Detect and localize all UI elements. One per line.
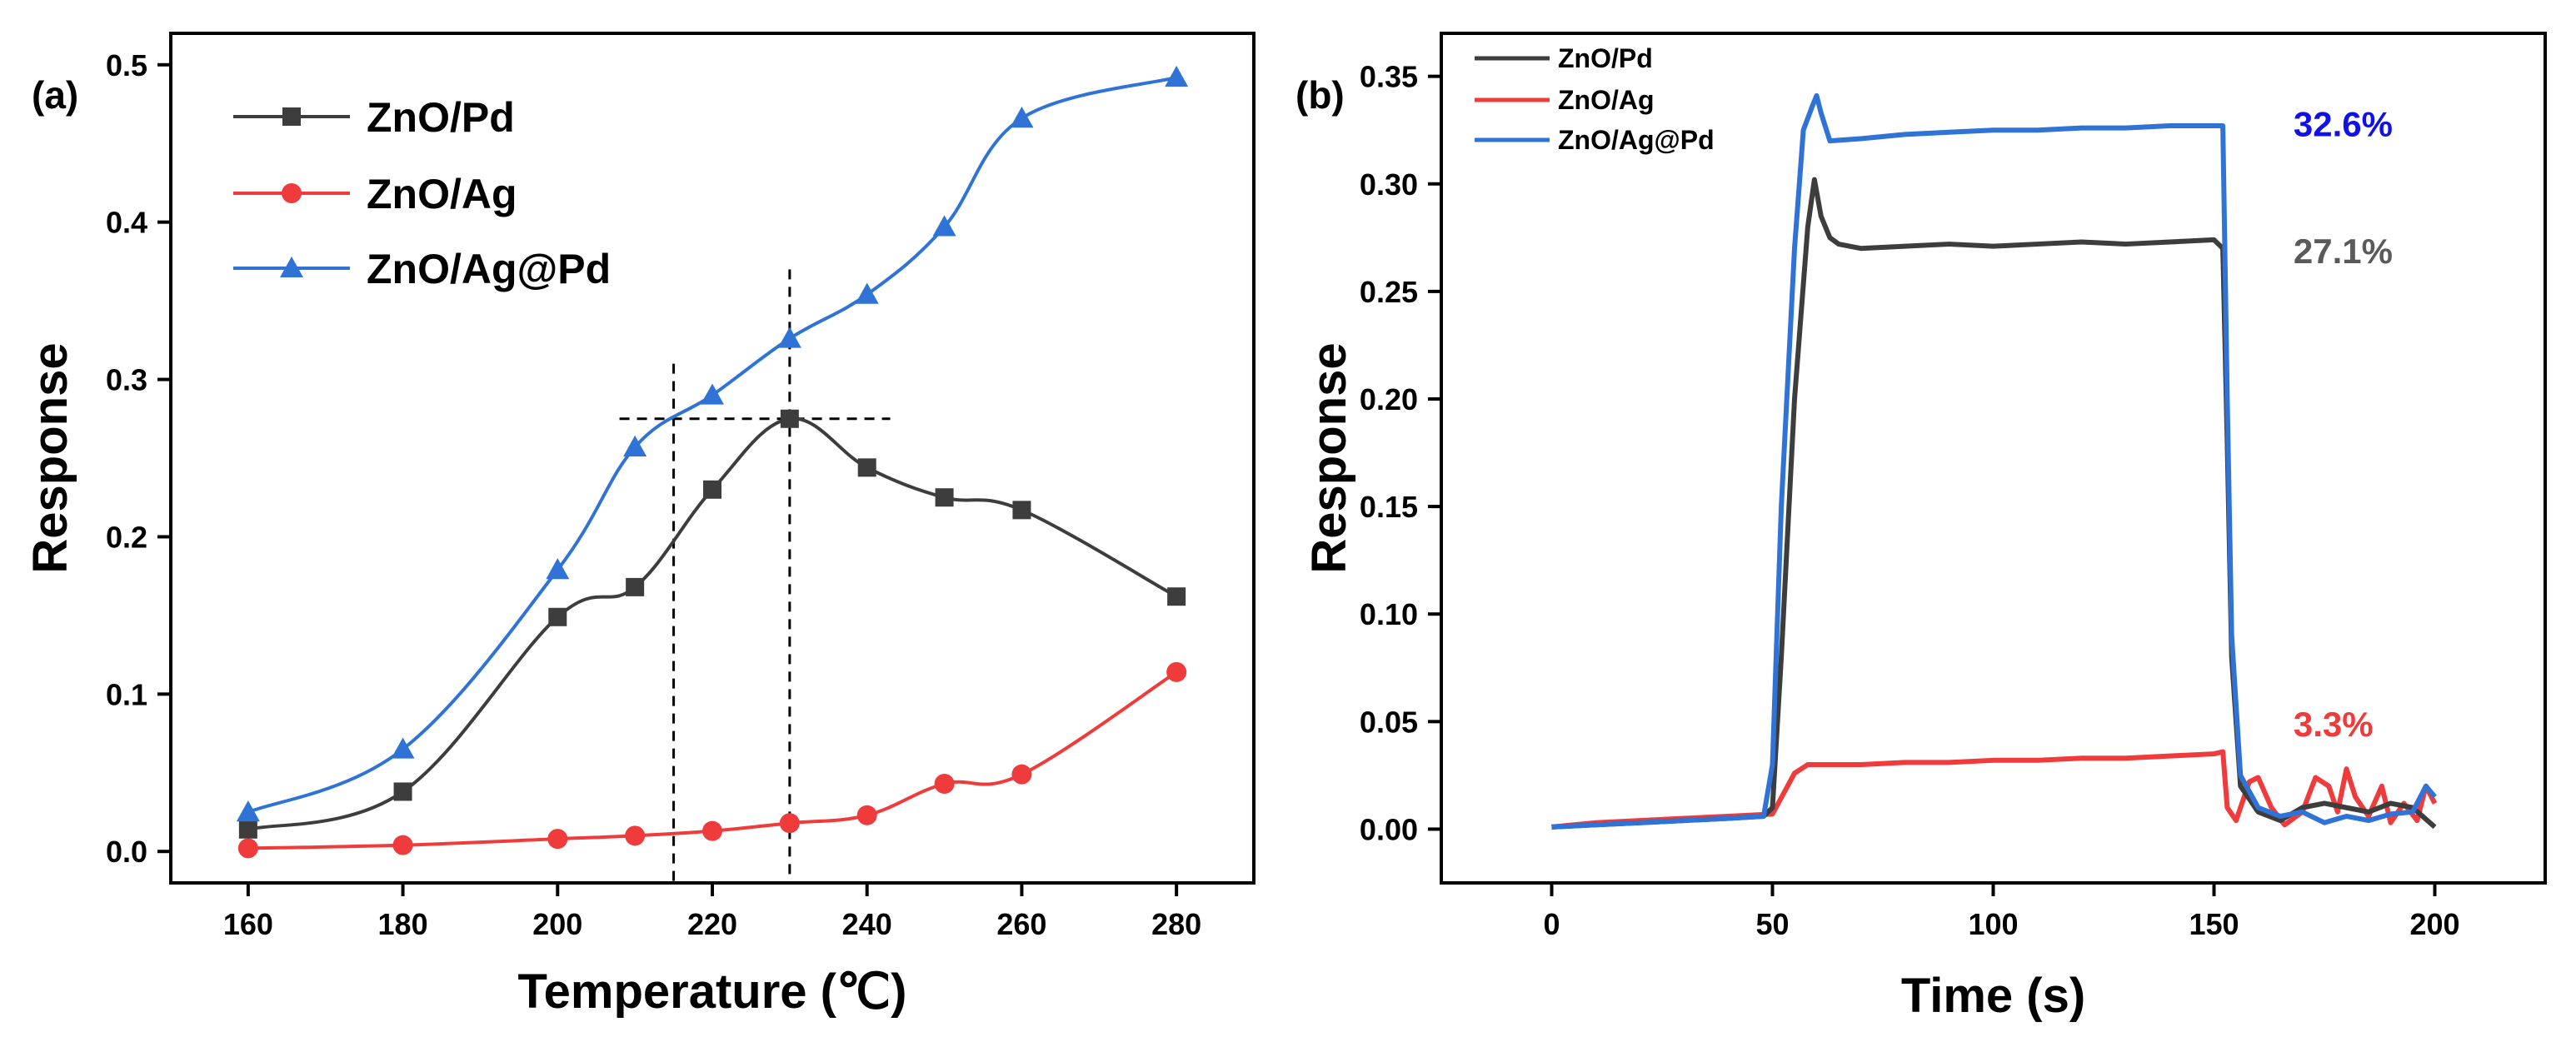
panel-b-y-tick-label: 0.35 <box>1360 60 1418 94</box>
data-point-zno-ag-pd <box>1165 65 1189 87</box>
data-point-zno-ag <box>779 813 800 834</box>
annotation-zno-ag-pd-value: 32.6% <box>2294 104 2393 143</box>
panel-b-y-tick-label: 0.15 <box>1360 490 1418 524</box>
series-line-zno-ag <box>1551 749 2438 830</box>
panel-a-series <box>236 65 1189 859</box>
panel-b-label: (b) <box>1295 73 1345 117</box>
data-point-zno-ag-pd <box>777 327 801 348</box>
series-line-zno-ag-pd <box>1551 92 2437 830</box>
legend-label-zno-pd: ZnO/Pd <box>1558 43 1653 73</box>
data-point-zno-ag-pd <box>701 383 724 405</box>
panel-a-y-tick-label: 0.3 <box>106 363 147 397</box>
data-point-zno-ag <box>1166 661 1187 682</box>
panel-a-y-tick-label: 0.2 <box>106 520 147 554</box>
panel-a-x-tick-label: 160 <box>223 907 273 941</box>
data-point-zno-pd <box>780 409 799 428</box>
panel-a-legend: ZnO/Pd ZnO/Ag ZnO/Ag@Pd <box>233 94 611 292</box>
legend-marker-zno-ag-pd <box>280 257 303 277</box>
legend-label-zno-ag-pd: ZnO/Ag@Pd <box>367 246 611 292</box>
data-point-zno-pd <box>238 820 257 839</box>
panel-a-x-tick-label: 260 <box>996 907 1046 941</box>
data-point-zno-ag <box>1011 764 1032 785</box>
panel-b-axes: 0 50 100 150 200 0.00 0.05 0.10 0.15 0.20 0.25 0.30… <box>1360 32 2547 941</box>
legend-label-zno-ag: ZnO/Ag <box>1558 85 1655 115</box>
data-point-zno-pd <box>703 480 721 499</box>
panel-b-y-tick-label: 0.25 <box>1360 275 1418 309</box>
data-point-zno-ag <box>547 829 568 850</box>
panel-a-x-tick-label: 180 <box>378 907 428 941</box>
data-point-zno-ag-pd <box>236 800 260 822</box>
panel-a-x-tick-label: 280 <box>1151 907 1201 941</box>
panel-a-y-axis-title: Response <box>23 342 77 573</box>
data-point-zno-pd <box>548 607 567 626</box>
panel-b-plot-frame <box>1440 32 2547 885</box>
panel-b-y-tick-label: 0.30 <box>1360 167 1418 202</box>
panel-b-y-tick-label: 0.20 <box>1360 382 1418 416</box>
panel-b-y-tick-label: 0.05 <box>1360 705 1418 739</box>
panel-b-chart: (b) Time (s) Response 0 50 100 150 200 0.00 0.… <box>1295 32 2547 1023</box>
panel-b-y-axis-title: Response <box>1302 342 1356 573</box>
data-point-zno-ag <box>237 838 258 859</box>
data-point-zno-ag <box>856 805 877 825</box>
data-point-zno-ag <box>702 820 722 841</box>
panel-a-y-tick-label: 0.5 <box>106 48 147 82</box>
panel-b-y-tick-label: 0.10 <box>1360 597 1418 631</box>
panel-a-guide-lines <box>619 269 891 883</box>
panel-a-axes: 160 180 200 220 240 260 280 0.0 0.1 0.2 0.3 0.4 0.5 <box>106 32 1256 941</box>
data-point-zno-pd <box>1012 501 1031 520</box>
data-point-zno-pd <box>1167 587 1186 606</box>
panel-a-plot-frame <box>169 32 1256 885</box>
data-point-zno-pd <box>935 488 954 507</box>
panel-b-x-axis-title: Time (s) <box>1901 969 2085 1023</box>
panel-b-x-tick-label: 50 <box>1755 907 1789 941</box>
legend-label-zno-ag: ZnO/Ag <box>367 171 517 217</box>
panel-a-y-tick-label: 0.4 <box>106 206 147 240</box>
data-point-zno-ag-pd <box>1010 107 1034 128</box>
data-point-zno-pd <box>626 577 645 596</box>
data-point-zno-ag <box>934 774 955 794</box>
panel-b-x-tick-label: 100 <box>1968 907 2018 941</box>
panel-a-x-tick-label: 200 <box>532 907 582 941</box>
panel-a-x-tick-label: 220 <box>687 907 737 941</box>
panel-b-x-tick-label: 0 <box>1543 907 1560 941</box>
legend-marker-zno-pd <box>282 107 301 126</box>
panel-b-legend: ZnO/Pd ZnO/Ag ZnO/Ag@Pd <box>1475 43 1715 155</box>
annotation-zno-pd-value: 27.1% <box>2294 232 2393 271</box>
series-line-zno-ag-pd <box>247 75 1177 814</box>
panel-a-x-axis-title: Temperature (℃) <box>518 965 907 1019</box>
legend-label-zno-ag-pd: ZnO/Ag@Pd <box>1558 125 1715 155</box>
panel-b-x-tick-label: 200 <box>2409 907 2459 941</box>
series-line-zno-pd <box>1551 177 2437 830</box>
panel-b-series <box>1551 92 2438 830</box>
data-point-zno-ag <box>625 825 646 846</box>
data-point-zno-ag-pd <box>391 737 415 759</box>
annotation-zno-ag-value: 3.3% <box>2294 705 2374 744</box>
panel-a-label: (a) <box>32 73 78 117</box>
panel-a-y-tick-label: 0.1 <box>106 677 147 711</box>
panel-b-x-tick-label: 150 <box>2189 907 2239 941</box>
panel-b-annotations: 32.6% 27.1% 3.3% <box>2294 104 2393 743</box>
data-point-zno-ag-pd <box>855 282 879 304</box>
legend-marker-zno-ag <box>282 183 302 203</box>
data-point-zno-pd <box>393 782 412 801</box>
data-point-zno-ag-pd <box>623 435 647 456</box>
panel-a-chart: (a) Temperature (℃) Response 160 180 200 22… <box>23 32 1256 1019</box>
data-point-zno-ag <box>392 835 413 855</box>
legend-label-zno-pd: ZnO/Pd <box>367 94 515 141</box>
panel-b-y-tick-label: 0.00 <box>1360 812 1418 846</box>
panel-a-x-tick-label: 240 <box>842 907 892 941</box>
data-point-zno-pd <box>857 458 876 477</box>
panel-a-y-tick-label: 0.0 <box>106 835 147 869</box>
data-point-zno-ag-pd <box>546 558 570 580</box>
series-line-zno-ag <box>247 671 1178 850</box>
data-point-zno-ag-pd <box>932 215 956 237</box>
